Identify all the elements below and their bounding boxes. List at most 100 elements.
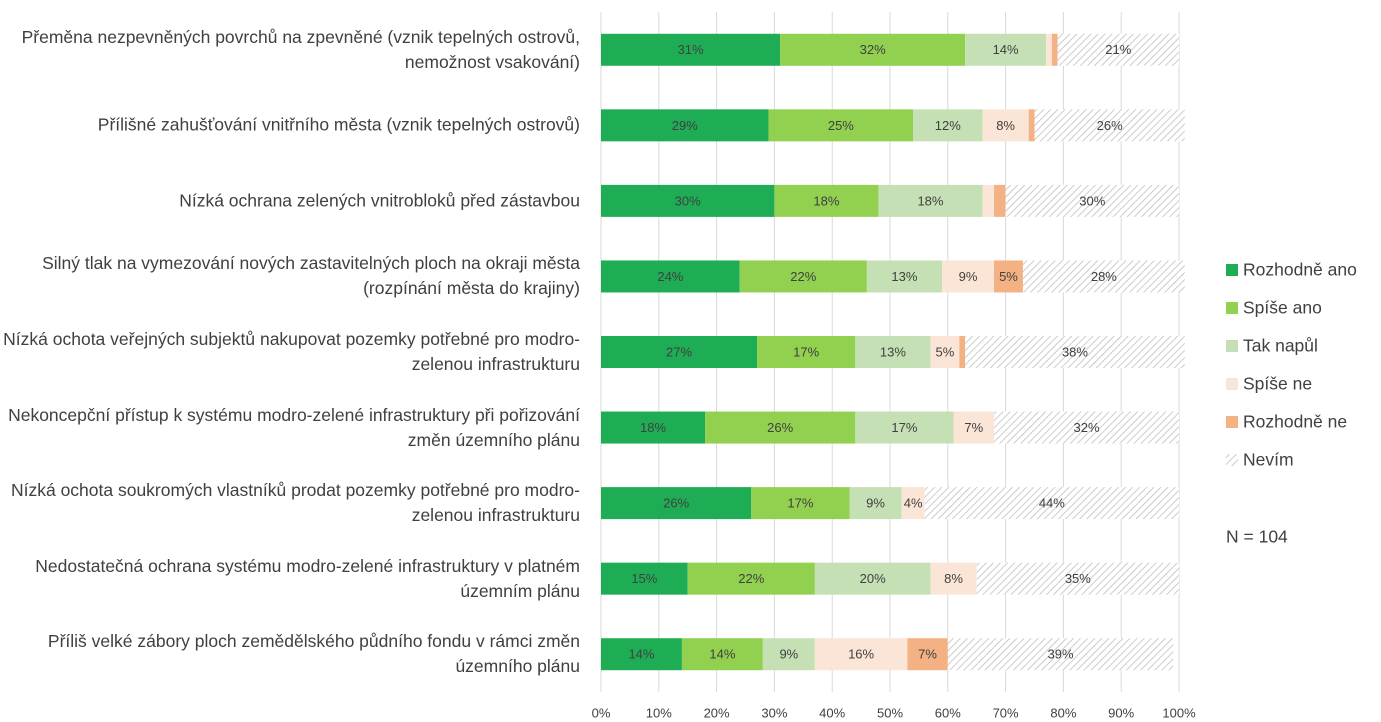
bar-segment xyxy=(959,336,966,368)
legend-swatch xyxy=(1226,302,1238,314)
bar-segment xyxy=(814,638,908,671)
category-label: Nekoncepční přístup k systému modro-zele… xyxy=(8,404,580,450)
bar-segment xyxy=(601,411,706,444)
bar-segment xyxy=(1046,33,1052,66)
bar-segment xyxy=(601,562,688,595)
data-label: 30% xyxy=(675,193,701,208)
bar-segment xyxy=(739,260,867,293)
annotation: N = 104 xyxy=(1226,527,1288,547)
category-label: Příliš velké zábory ploch zemědělského p… xyxy=(47,631,580,677)
x-tick-label: 10% xyxy=(646,705,672,720)
bar-segment xyxy=(982,109,1029,142)
bar-segment xyxy=(855,411,954,444)
x-tick-label: 0% xyxy=(592,705,611,720)
data-label: 25% xyxy=(828,118,854,133)
data-label: 17% xyxy=(891,420,917,435)
data-label: 26% xyxy=(663,496,689,511)
x-tick-label: 60% xyxy=(935,705,961,720)
bar-segment xyxy=(942,260,995,293)
data-label: 44% xyxy=(1039,496,1065,511)
legend-swatch xyxy=(1226,340,1238,352)
legend-label: Spíše ano xyxy=(1243,298,1322,318)
bar-segment xyxy=(1005,184,1179,217)
legend-swatch xyxy=(1226,454,1238,466)
x-tick-label: 90% xyxy=(1108,705,1134,720)
data-label: 26% xyxy=(767,420,793,435)
bar-segment xyxy=(687,562,815,595)
bar-segment xyxy=(601,487,752,520)
bar-segment xyxy=(994,184,1006,217)
x-tick-label: 50% xyxy=(877,705,903,720)
bar-segment xyxy=(601,109,769,142)
bar-segment xyxy=(751,487,850,520)
bar-segment xyxy=(965,336,1185,368)
bar-segment xyxy=(1034,109,1185,142)
data-label: 17% xyxy=(787,496,813,511)
data-label: 32% xyxy=(860,42,886,57)
bar-segment xyxy=(930,562,977,595)
data-label: 26% xyxy=(1097,118,1123,133)
bar-segment xyxy=(994,260,1023,293)
bar-segment xyxy=(601,33,781,66)
bar-segment xyxy=(976,562,1179,595)
x-tick-label: 100% xyxy=(1162,705,1196,720)
bar-segment xyxy=(866,260,943,293)
data-label: 17% xyxy=(793,344,819,359)
bar-segment xyxy=(982,184,995,217)
data-label: 5% xyxy=(936,344,955,359)
data-label: 9% xyxy=(959,269,978,284)
bar-segment xyxy=(768,109,914,142)
bar-segment xyxy=(907,638,948,671)
legend-label: Rozhodně ano xyxy=(1243,260,1357,280)
bar-segment xyxy=(1028,109,1035,142)
data-label: 18% xyxy=(813,193,839,208)
data-label: 14% xyxy=(709,647,735,662)
bar-segment xyxy=(1057,33,1179,66)
data-label: 8% xyxy=(996,118,1015,133)
data-label: 18% xyxy=(917,193,943,208)
bar-segment xyxy=(930,336,960,368)
data-label: 9% xyxy=(779,647,798,662)
category-label: Přílišné zahušťování vnitřního města (vz… xyxy=(97,114,580,135)
bar-segment xyxy=(774,184,879,217)
data-label: 8% xyxy=(944,571,963,586)
category-label: Nedostatečná ochrana systému modro-zelen… xyxy=(35,555,580,601)
bar-segment xyxy=(855,336,931,368)
data-label: 14% xyxy=(628,647,654,662)
data-label: 9% xyxy=(866,496,885,511)
bar-segment xyxy=(601,638,682,671)
bar-segment xyxy=(601,336,758,368)
data-label: 29% xyxy=(672,118,698,133)
data-label: 13% xyxy=(891,269,917,284)
bar-segment xyxy=(924,487,1179,520)
bar-segment xyxy=(681,638,763,671)
bar-segment xyxy=(814,562,931,595)
x-tick-label: 40% xyxy=(819,705,845,720)
data-label: 4% xyxy=(904,496,923,511)
data-label: 32% xyxy=(1074,420,1100,435)
data-label: 7% xyxy=(918,647,937,662)
data-label: 38% xyxy=(1062,344,1088,359)
legend-swatch xyxy=(1226,264,1238,276)
data-label: 18% xyxy=(640,420,666,435)
x-tick-label: 80% xyxy=(1050,705,1076,720)
bar-segment xyxy=(994,411,1179,444)
category-label: Nízká ochota veřejných subjektů nakupova… xyxy=(3,329,580,374)
bar-segment xyxy=(947,638,1174,671)
bar-segment xyxy=(780,33,966,66)
x-tick-label: 30% xyxy=(761,705,787,720)
data-label: 15% xyxy=(631,571,657,586)
bar-segment xyxy=(953,411,995,444)
data-label: 20% xyxy=(860,571,886,586)
bar-segment xyxy=(705,411,856,444)
category-label: Nízká ochota soukromých vlastníků prodat… xyxy=(10,480,580,526)
data-label: 27% xyxy=(666,344,692,359)
data-label: 13% xyxy=(880,344,906,359)
legend-label: Tak napůl xyxy=(1243,336,1318,356)
data-label: 22% xyxy=(790,269,816,284)
x-tick-label: 70% xyxy=(993,705,1019,720)
bar-segment xyxy=(965,33,1047,66)
data-label: 22% xyxy=(738,571,764,586)
data-label: 16% xyxy=(848,647,874,662)
bar-segment xyxy=(1022,260,1185,293)
